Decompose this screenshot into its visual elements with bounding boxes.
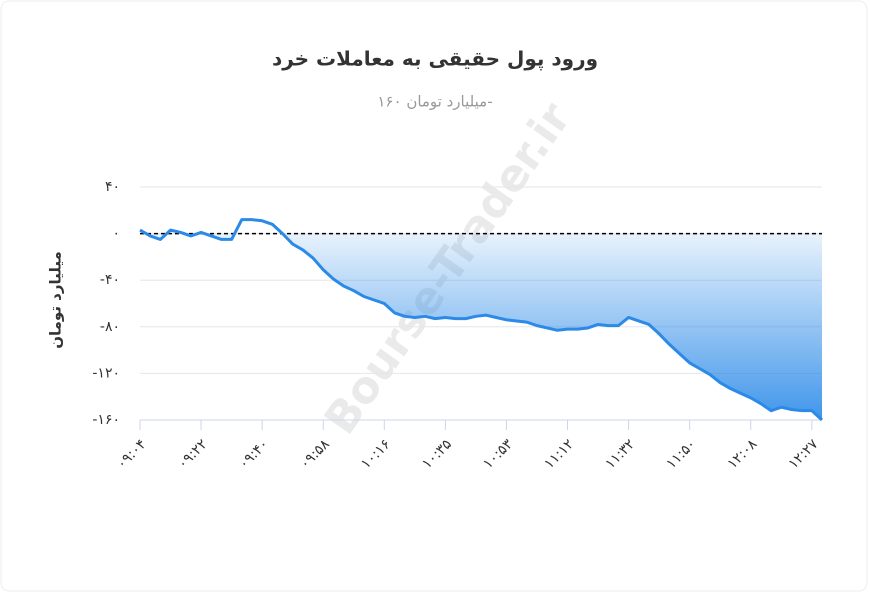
chart-title: ورود پول حقیقی به معاملات خرد [272, 47, 598, 72]
y-tick-label: ۰ [112, 226, 120, 242]
y-tick-label: -۴۰ [100, 272, 120, 288]
y-tick-label: ۴۰ [105, 179, 120, 195]
area [146, 233, 822, 420]
chart-subtitle: میلیارد تومان ۱۶۰- [377, 93, 492, 111]
y-tick-label: -۱۶۰ [92, 412, 120, 428]
y-axis-label: میلیارد تومان [47, 251, 65, 349]
line [139, 218, 824, 422]
y-tick-label: -۸۰ [100, 319, 120, 335]
y-tick-label: -۱۲۰ [92, 365, 120, 381]
